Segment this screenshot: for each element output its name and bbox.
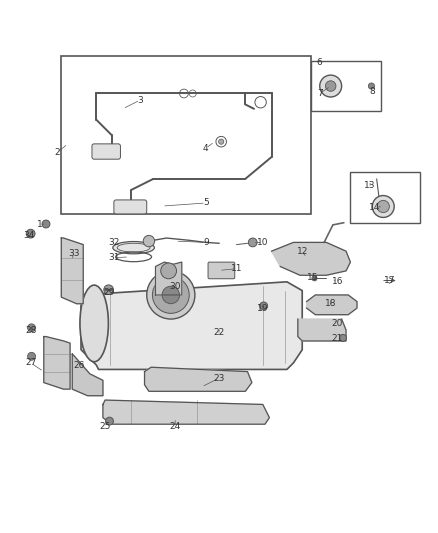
Polygon shape xyxy=(298,319,346,341)
Circle shape xyxy=(320,75,342,97)
Text: 34: 34 xyxy=(23,231,34,240)
Bar xyxy=(311,61,381,111)
Circle shape xyxy=(104,285,113,295)
Polygon shape xyxy=(44,336,70,389)
Text: 29: 29 xyxy=(104,288,115,297)
Ellipse shape xyxy=(113,241,154,254)
Text: 24: 24 xyxy=(170,422,181,431)
Text: 20: 20 xyxy=(332,319,343,328)
Polygon shape xyxy=(155,262,182,295)
Circle shape xyxy=(377,200,389,213)
Circle shape xyxy=(162,286,180,304)
Circle shape xyxy=(26,229,35,238)
Text: 30: 30 xyxy=(170,282,181,290)
Bar xyxy=(350,172,420,223)
Text: 1: 1 xyxy=(36,220,42,229)
Circle shape xyxy=(147,271,195,319)
Circle shape xyxy=(219,139,224,144)
Text: 22: 22 xyxy=(213,328,225,337)
Text: 11: 11 xyxy=(231,264,242,273)
Text: 21: 21 xyxy=(332,334,343,343)
Text: 26: 26 xyxy=(73,360,85,369)
Circle shape xyxy=(368,83,374,89)
Text: 33: 33 xyxy=(69,249,80,258)
Text: 13: 13 xyxy=(364,181,376,190)
Text: 32: 32 xyxy=(108,238,120,247)
Circle shape xyxy=(106,417,113,425)
Text: 2: 2 xyxy=(54,148,60,157)
Circle shape xyxy=(372,196,394,217)
Polygon shape xyxy=(103,400,269,424)
Text: 7: 7 xyxy=(317,89,323,98)
Circle shape xyxy=(260,302,268,310)
Text: 16: 16 xyxy=(332,277,343,286)
Text: 18: 18 xyxy=(325,299,336,308)
Text: 6: 6 xyxy=(317,58,323,67)
Polygon shape xyxy=(307,295,357,314)
Polygon shape xyxy=(272,243,350,275)
Circle shape xyxy=(28,324,35,332)
Text: 8: 8 xyxy=(369,87,375,96)
FancyBboxPatch shape xyxy=(114,200,147,214)
Circle shape xyxy=(28,352,35,360)
Ellipse shape xyxy=(80,285,109,362)
Circle shape xyxy=(161,263,177,279)
Polygon shape xyxy=(81,282,302,369)
Text: 12: 12 xyxy=(297,247,308,256)
Text: 23: 23 xyxy=(213,374,225,383)
Circle shape xyxy=(248,238,257,247)
Text: 10: 10 xyxy=(257,238,268,247)
Text: 3: 3 xyxy=(137,95,143,104)
Bar xyxy=(61,56,311,214)
Circle shape xyxy=(42,220,50,228)
Circle shape xyxy=(339,334,346,342)
Circle shape xyxy=(152,277,189,313)
Text: 25: 25 xyxy=(99,422,111,431)
Text: 27: 27 xyxy=(25,358,36,367)
Text: 28: 28 xyxy=(25,326,36,335)
Text: 31: 31 xyxy=(108,253,120,262)
Text: 15: 15 xyxy=(307,273,319,282)
Text: 5: 5 xyxy=(203,198,209,207)
Text: 17: 17 xyxy=(384,276,396,285)
Text: 19: 19 xyxy=(257,304,268,313)
Text: 9: 9 xyxy=(203,238,209,247)
Circle shape xyxy=(143,236,155,247)
FancyBboxPatch shape xyxy=(208,262,235,279)
Circle shape xyxy=(325,81,336,91)
Circle shape xyxy=(312,276,317,281)
FancyBboxPatch shape xyxy=(92,144,120,159)
Polygon shape xyxy=(61,238,83,304)
Text: 14: 14 xyxy=(369,203,380,212)
Polygon shape xyxy=(145,367,252,391)
Text: 4: 4 xyxy=(203,144,208,153)
Polygon shape xyxy=(72,354,103,395)
